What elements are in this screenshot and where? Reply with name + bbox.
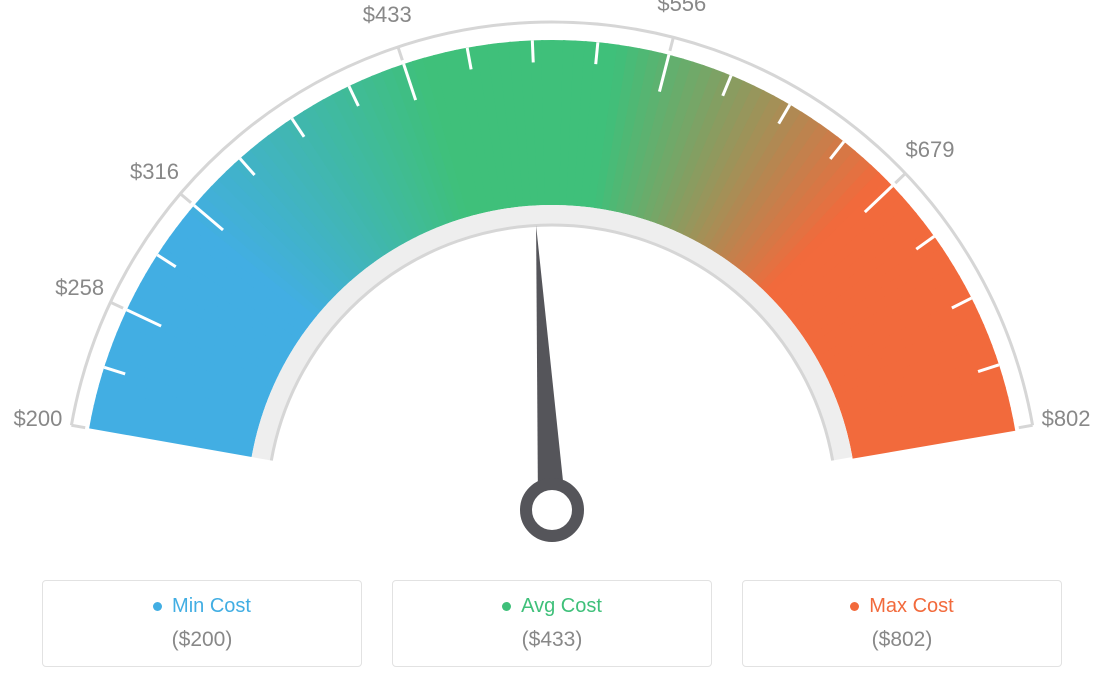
legend-value: ($200) bbox=[43, 628, 361, 652]
legend-row: Min Cost ($200) Avg Cost ($433) Max Cost ($80… bbox=[0, 580, 1104, 667]
gauge-tick-label: $679 bbox=[906, 137, 955, 163]
legend-dot bbox=[153, 602, 162, 611]
legend-label: Min Cost bbox=[172, 595, 251, 618]
legend-card: Max Cost ($802) bbox=[742, 580, 1062, 667]
legend-value: ($433) bbox=[393, 628, 711, 652]
legend-label-row: Min Cost bbox=[153, 595, 251, 618]
gauge-tick-label: $433 bbox=[363, 2, 412, 28]
legend-card: Min Cost ($200) bbox=[42, 580, 362, 667]
legend-label: Avg Cost bbox=[521, 595, 602, 618]
legend-value: ($802) bbox=[743, 628, 1061, 652]
gauge-tick-label: $200 bbox=[13, 406, 62, 432]
legend-dot bbox=[502, 602, 511, 611]
gauge-tick-label: $258 bbox=[55, 275, 104, 301]
legend-label-row: Max Cost bbox=[850, 595, 953, 618]
legend-dot bbox=[850, 602, 859, 611]
legend-label-row: Avg Cost bbox=[502, 595, 602, 618]
legend-label: Max Cost bbox=[869, 595, 953, 618]
gauge-svg bbox=[0, 0, 1104, 560]
cost-gauge: $200 $258 $316 $433 $556 $679 $802 bbox=[0, 0, 1104, 560]
gauge-tick-label: $556 bbox=[657, 0, 706, 17]
gauge-tick-label: $316 bbox=[130, 159, 179, 185]
legend-card: Avg Cost ($433) bbox=[392, 580, 712, 667]
gauge-tick-label: $802 bbox=[1042, 406, 1091, 432]
